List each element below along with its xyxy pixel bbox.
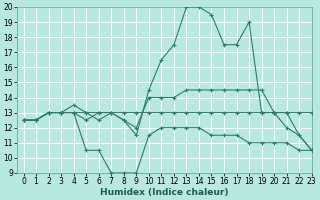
X-axis label: Humidex (Indice chaleur): Humidex (Indice chaleur) — [100, 188, 229, 197]
